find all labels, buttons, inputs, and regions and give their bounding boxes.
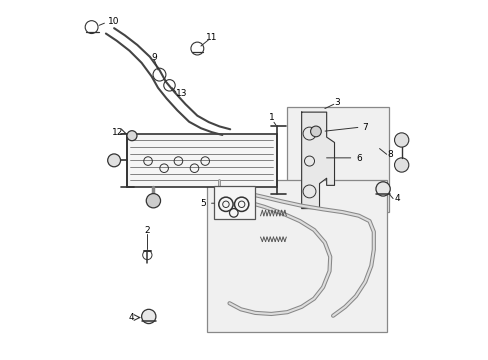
Text: 7: 7 [362,123,367,132]
Circle shape [127,131,137,141]
Circle shape [142,309,156,324]
Text: 8: 8 [386,150,392,159]
Text: 13: 13 [176,89,187,98]
Text: 6: 6 [355,154,361,163]
Text: 9: 9 [151,53,157,62]
Bar [126,134,276,187]
Bar [206,180,386,332]
Circle shape [146,194,160,208]
Circle shape [375,182,389,196]
Text: 11: 11 [205,33,217,42]
Text: 3: 3 [334,98,340,107]
Text: 4: 4 [394,194,399,203]
Text: 1: 1 [268,113,274,122]
Circle shape [394,133,408,147]
Text: 12: 12 [112,129,123,138]
Circle shape [394,158,408,172]
Text: 10: 10 [108,17,119,26]
Text: 5: 5 [200,199,205,208]
Bar [287,107,388,212]
Text: 2: 2 [144,226,150,235]
Circle shape [107,154,121,167]
Circle shape [310,126,321,137]
Bar [214,186,255,219]
Text: 4: 4 [128,313,134,322]
Polygon shape [301,112,334,208]
